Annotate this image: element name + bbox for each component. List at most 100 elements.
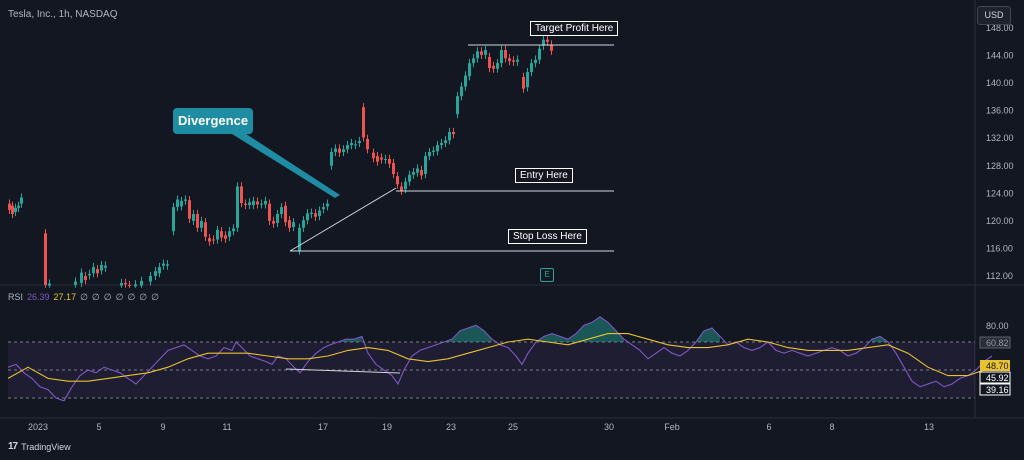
candle-body [172, 207, 175, 232]
divergence-price-line [289, 187, 397, 252]
candle-body [140, 280, 143, 286]
candle-body [208, 238, 211, 242]
candle-body [388, 158, 391, 164]
candle-body [362, 107, 365, 138]
rsi-value-badge [979, 383, 1011, 396]
rsi-name: RSI [8, 292, 24, 302]
candle-body [496, 63, 499, 69]
candle-body [196, 214, 199, 228]
candle-body [232, 228, 235, 232]
candle-body [480, 51, 483, 55]
candle-body [302, 220, 305, 228]
candle-body [92, 267, 95, 274]
candle-body [310, 212, 313, 214]
candle-body [288, 220, 291, 228]
candle-body [530, 63, 533, 73]
candle-body [346, 145, 349, 150]
candle-body [508, 58, 511, 62]
rsi-value-badge [979, 336, 1011, 349]
candle-body [326, 203, 329, 207]
candle-body [366, 138, 369, 150]
price-tick-label: 136.00 [986, 106, 1014, 116]
rsi-value-badge [979, 371, 1011, 384]
candle-body [456, 96, 459, 115]
time-tick-label: 25 [508, 422, 518, 432]
candle-body [120, 282, 123, 286]
candle-body [149, 276, 152, 282]
time-tick-label: 17 [318, 422, 328, 432]
candle-body [516, 59, 519, 62]
rsi-ma-line [7, 333, 993, 382]
candle-body [280, 207, 283, 214]
time-axis: 2023 5 9 11 17 19 23 25 30 Feb 6 8 13 [28, 422, 934, 432]
rsi-value-badge [980, 360, 1010, 371]
candle-body [192, 214, 195, 221]
candle-body [396, 176, 399, 185]
price-tick-label: 124.00 [986, 188, 1014, 198]
candle-body [200, 220, 203, 228]
candle-body [448, 132, 451, 141]
rsi-tick-label: 45.92 [986, 373, 1009, 383]
price-tick-label: 144.00 [986, 51, 1014, 61]
candle-body [522, 76, 525, 89]
time-tick-label: 2023 [28, 422, 48, 432]
rsi-param: ∅ [139, 292, 148, 302]
candle-body [464, 75, 467, 87]
earnings-icon[interactable]: E [540, 268, 554, 282]
target-profit-label: Target Profit Here [530, 21, 619, 36]
candle-body [330, 152, 333, 166]
symbol-title: Tesla, Inc., 1h, NASDAQ [8, 9, 118, 20]
time-tick-label: 9 [160, 422, 165, 432]
candle-body [176, 199, 179, 208]
rsi-tick-label: 39.16 [986, 385, 1009, 395]
candle-body [216, 229, 219, 240]
candle-body [444, 140, 447, 144]
candle-body [256, 201, 259, 205]
tradingview-logo[interactable]: 17 TradingView [8, 441, 71, 452]
time-tick-label: 5 [96, 422, 101, 432]
candle-body [334, 148, 337, 152]
candle-body [276, 214, 279, 223]
candle-body [424, 156, 427, 175]
candle-body [546, 39, 549, 42]
candle-body [550, 44, 553, 51]
currency-button[interactable]: USD [977, 6, 1011, 25]
candle-body [272, 220, 275, 224]
candle-body [284, 205, 287, 223]
candle-body [100, 264, 103, 271]
price-tick-label: 132.00 [986, 133, 1014, 143]
rsi-param: ∅ [103, 292, 112, 302]
candle-body [512, 60, 515, 62]
candle-body [188, 200, 191, 219]
candle-body [484, 50, 487, 55]
candle-body [88, 273, 91, 276]
candle-body [48, 283, 51, 286]
price-tick-label: 140.00 [986, 78, 1014, 88]
candle-body [432, 150, 435, 152]
candle-body [212, 239, 215, 241]
time-tick-label: 13 [924, 422, 934, 432]
candle-body [416, 168, 419, 173]
rsi-overbought-fill [444, 325, 492, 342]
candle-body [11, 205, 14, 214]
rsi-legend: RSI 26.39 27.17 ∅ ∅ ∅ ∅ ∅ ∅ ∅ [8, 292, 159, 303]
candle-body [184, 199, 187, 201]
candle-body [372, 152, 375, 159]
price-tick-label: 116.00 [986, 243, 1013, 253]
candle-body [180, 200, 183, 207]
candle-body [526, 72, 529, 88]
candle-body [404, 181, 407, 190]
candle-body [542, 39, 545, 46]
candle-body [252, 200, 255, 206]
candle-body [428, 152, 431, 157]
time-tick-label: 30 [604, 422, 614, 432]
tradingview-brand: TradingView [21, 441, 71, 452]
time-tick-label: 8 [829, 422, 834, 432]
candle-body [380, 157, 383, 160]
candle-body [228, 231, 231, 237]
time-tick-label: 23 [446, 422, 456, 432]
candle-body [240, 186, 243, 203]
candle-body [504, 50, 507, 59]
candle-body [80, 272, 83, 283]
